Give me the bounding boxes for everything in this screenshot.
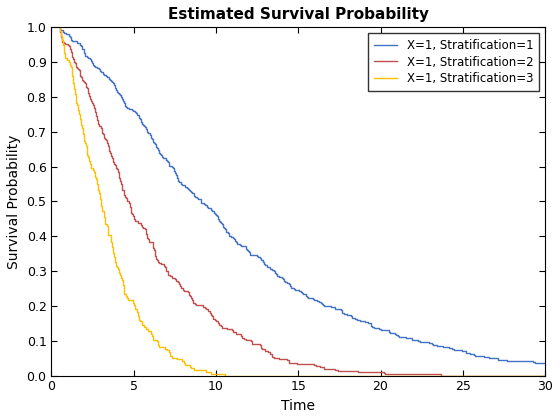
X=1, Stratification=1 (542, 361, 548, 366)
Line: X=1, Stratification=3: X=1, Stratification=3 (59, 27, 545, 375)
Legend: X=1, Stratification=1, X=1, Stratification=2, X=1, Stratification=3: X=1, Stratification=1, X=1, Stratificati… (368, 33, 539, 91)
X=1, Stratification=1 (237, 243, 244, 248)
Line: X=1, Stratification=1: X=1, Stratification=1 (59, 27, 545, 363)
X=1, Stratification=1 (233, 239, 240, 244)
X=1, Stratification=2 (437, 373, 444, 378)
X=1, Stratification=1 (56, 25, 63, 30)
X-axis label: Time: Time (281, 399, 315, 413)
X=1, Stratification=2 (119, 183, 125, 188)
X=1, Stratification=3 (99, 209, 106, 214)
X=1, Stratification=2 (56, 25, 63, 30)
X=1, Stratification=3 (221, 373, 228, 378)
X=1, Stratification=2 (542, 373, 548, 378)
X=1, Stratification=2 (132, 218, 139, 223)
X=1, Stratification=3 (56, 25, 63, 30)
X=1, Stratification=2 (210, 316, 217, 321)
X=1, Stratification=1 (137, 117, 143, 122)
X=1, Stratification=2 (123, 197, 130, 202)
X=1, Stratification=1 (531, 361, 538, 366)
X=1, Stratification=3 (141, 324, 148, 329)
X=1, Stratification=3 (129, 301, 136, 306)
X=1, Stratification=3 (77, 118, 84, 123)
X=1, Stratification=3 (60, 45, 67, 50)
X=1, Stratification=3 (542, 373, 548, 378)
X=1, Stratification=1 (69, 38, 76, 43)
X=1, Stratification=3 (150, 337, 156, 342)
X=1, Stratification=1 (292, 287, 298, 292)
X=1, Stratification=2 (77, 71, 84, 76)
Line: X=1, Stratification=2: X=1, Stratification=2 (59, 27, 545, 375)
Y-axis label: Survival Probability: Survival Probability (7, 134, 21, 269)
X=1, Stratification=2 (207, 311, 214, 316)
X=1, Stratification=1 (102, 74, 109, 79)
Title: Estimated Survival Probability: Estimated Survival Probability (168, 7, 429, 22)
